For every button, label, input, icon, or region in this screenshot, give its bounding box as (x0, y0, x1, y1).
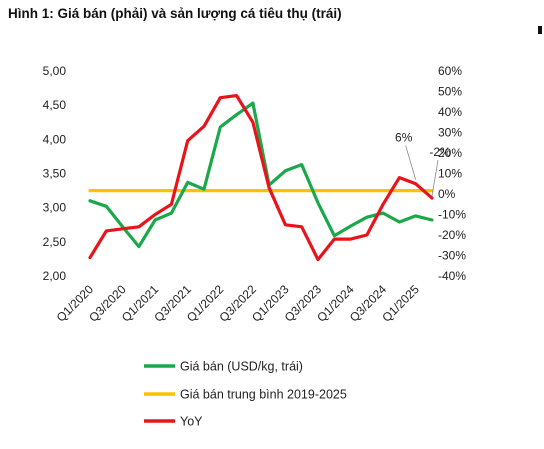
legend-label-gi-b-n-trung-b-nh-2019-2025: Giá bán trung bình 2019-2025 (180, 388, 347, 402)
right-tick-label: 50% (438, 85, 462, 99)
annotation-label: 6% (395, 131, 413, 145)
right-axis-ticks: -40% -30% -20% -10% 0% 10% 20% 30% 40% 50% 60% (438, 64, 466, 283)
right-tick-label: -30% (438, 249, 466, 263)
left-tick-label: 5,00 (43, 64, 67, 78)
legend: Giá bán (USD/kg, trái) Giá bán trung bình… (144, 360, 347, 429)
right-tick-label: 30% (438, 126, 462, 140)
right-tick-label: 20% (438, 146, 462, 160)
right-tick-label: 60% (438, 64, 462, 78)
chart-title: Hình 1: Giá bán (phải) và sản lượng cá t… (8, 6, 342, 21)
annotation-leader (405, 145, 417, 180)
left-tick-label: 3,00 (43, 201, 67, 215)
left-tick-label: 3,50 (43, 167, 67, 181)
left-axis-ticks: 2,00 2,50 3,00 3,50 4,00 4,50 5,00 (43, 64, 67, 283)
left-tick-label: 4,00 (43, 132, 67, 146)
annotation-leader (431, 160, 439, 197)
cropped-adjacent-mark (538, 26, 542, 34)
right-tick-label: -40% (438, 269, 466, 283)
annotations: 6% -2% (395, 131, 451, 197)
right-tick-label: -20% (438, 228, 466, 242)
series-lines (88, 93, 434, 262)
legend-label-gi-b-n-usd-kg-tr-i: Giá bán (USD/kg, trái) (180, 360, 303, 374)
left-tick-label: 4,50 (43, 98, 67, 112)
left-tick-label: 2,00 (43, 269, 67, 283)
right-tick-label: -10% (438, 208, 466, 222)
right-tick-label: 0% (438, 187, 456, 201)
annotation-label: -2% (429, 145, 451, 159)
legend-label-yoy: YoY (180, 415, 203, 429)
x-tick-label: Q1/2025 (379, 282, 422, 325)
right-tick-label: 40% (438, 105, 462, 119)
left-tick-label: 2,50 (43, 235, 67, 249)
right-tick-label: 10% (438, 167, 462, 181)
series-line-yoy (88, 93, 434, 262)
x-axis-ticks: Q1/2020Q3/2020Q1/2021Q3/2021Q1/2022Q3/20… (54, 282, 422, 325)
series-line-gi-b-n-usd-kg-tr-i (88, 101, 434, 249)
